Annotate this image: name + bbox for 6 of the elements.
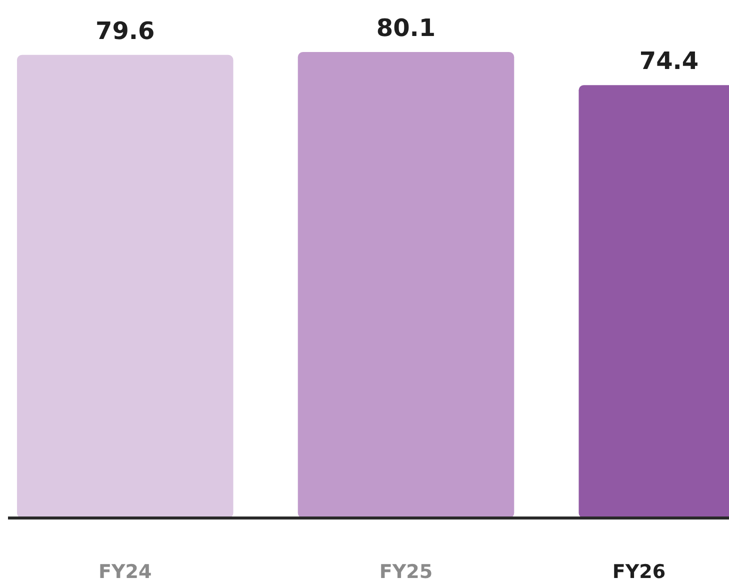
x-tick-label: FY24 bbox=[98, 561, 152, 580]
x-tick-label: FY26 bbox=[612, 561, 666, 580]
data-label: 79.6 bbox=[96, 16, 155, 45]
data-label: 80.1 bbox=[376, 14, 436, 42]
data-label: 74.4 bbox=[639, 47, 699, 76]
x-tick-label: FY25 bbox=[379, 561, 433, 580]
